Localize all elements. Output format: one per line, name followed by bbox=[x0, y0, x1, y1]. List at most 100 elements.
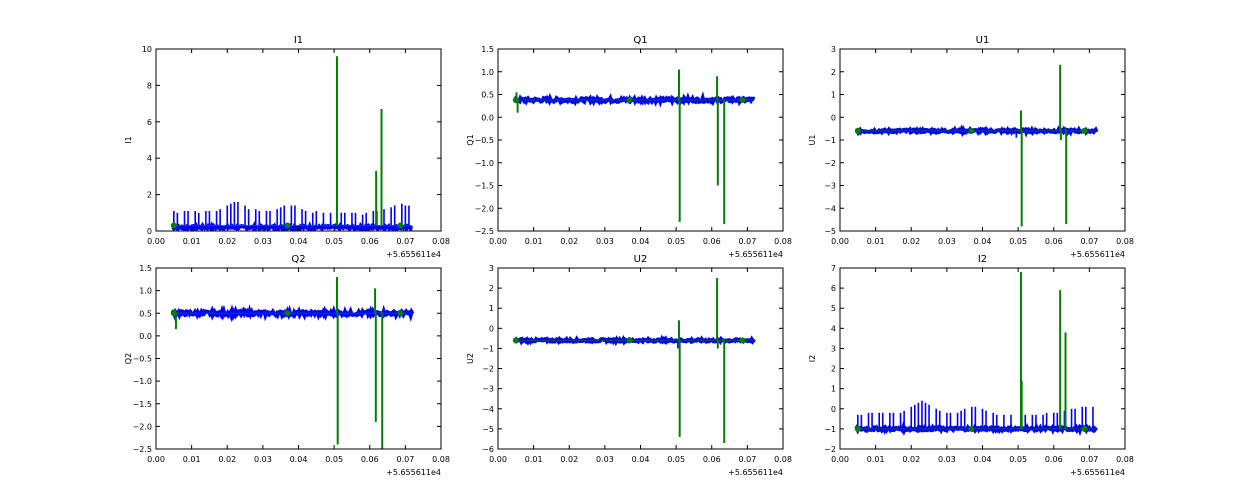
series-line-detail bbox=[171, 308, 414, 318]
x-tick-label: 0.04 bbox=[974, 455, 992, 464]
y-tick-label: −2.5 bbox=[133, 445, 152, 454]
y-tick-label: −4 bbox=[824, 204, 836, 213]
x-offset-label: +5.655611e4 bbox=[728, 250, 783, 259]
x-tick-label: 0.05 bbox=[667, 237, 685, 246]
y-tick-label: −1.0 bbox=[475, 159, 494, 168]
x-tick-label: 0.00 bbox=[831, 237, 849, 246]
series-blue bbox=[170, 304, 415, 323]
x-tick-label: 0.01 bbox=[867, 237, 885, 246]
y-tick-label: 1 bbox=[831, 385, 836, 394]
data-point bbox=[397, 222, 404, 229]
y-tick-label: 0.0 bbox=[481, 113, 494, 122]
plot-area bbox=[170, 277, 415, 449]
x-tick-label: 0.01 bbox=[525, 455, 543, 464]
y-tick-label: −2.0 bbox=[133, 422, 152, 431]
data-point bbox=[284, 222, 291, 229]
x-tick-label: 0.08 bbox=[432, 237, 450, 246]
plot-area bbox=[854, 272, 1098, 437]
y-tick-label: 3 bbox=[831, 45, 836, 54]
x-tick-label: 0.05 bbox=[667, 455, 685, 464]
y-tick-label: −1 bbox=[824, 425, 836, 434]
y-tick-label: −1 bbox=[824, 136, 836, 145]
x-offset-label: +5.655611e4 bbox=[728, 468, 783, 477]
data-point bbox=[1081, 425, 1088, 432]
y-tick-label: −1.0 bbox=[133, 377, 152, 386]
x-tick-label: 0.02 bbox=[902, 237, 920, 246]
x-tick-label: 0.02 bbox=[218, 455, 236, 464]
x-tick-label: 0.07 bbox=[738, 237, 756, 246]
x-tick-label: 0.01 bbox=[183, 237, 201, 246]
series-line-detail bbox=[171, 224, 413, 231]
x-tick-label: 0.01 bbox=[183, 455, 201, 464]
plot-area bbox=[854, 64, 1099, 227]
x-offset-label: +5.655611e4 bbox=[386, 468, 441, 477]
x-tick-label: 0.07 bbox=[396, 455, 414, 464]
axes-frame bbox=[155, 267, 442, 450]
y-tick-label: −0.5 bbox=[475, 136, 494, 145]
y-tick-label: −2 bbox=[482, 365, 494, 374]
x-tick-label: 0.06 bbox=[1045, 237, 1063, 246]
y-tick-label: −5 bbox=[824, 227, 836, 236]
y-tick-label: 1.0 bbox=[139, 287, 152, 296]
subplot-I1: 0.00 0.01 0.02 0.03 0.04 0.05 0.06 0.07 0.08 0 2 4 6… bbox=[124, 35, 450, 259]
x-tick-label: 0.04 bbox=[290, 455, 308, 464]
y-tick-label: −2.5 bbox=[475, 227, 494, 236]
y-tick-label: 8 bbox=[147, 81, 152, 90]
y-tick-label: 0 bbox=[831, 113, 836, 122]
plot-area bbox=[170, 56, 413, 231]
subplot-title: U1 bbox=[976, 35, 990, 46]
data-point bbox=[626, 96, 633, 103]
y-tick-label: −0.5 bbox=[133, 355, 152, 364]
x-offset-label: +5.655611e4 bbox=[1070, 250, 1125, 259]
y-tick-label: 1.5 bbox=[139, 264, 152, 273]
subplot-I2: 0.00 0.01 0.02 0.03 0.04 0.05 0.06 0.07 0.08 −2 −1… bbox=[808, 254, 1134, 477]
axes-frame bbox=[497, 267, 784, 450]
x-tick-label: 0.00 bbox=[147, 455, 165, 464]
x-tick-label: 0.03 bbox=[254, 455, 272, 464]
x-tick-label: 0.03 bbox=[596, 237, 614, 246]
data-point bbox=[1081, 127, 1088, 134]
x-offset-label: +5.655611e4 bbox=[1070, 468, 1125, 477]
x-tick-label: 0.05 bbox=[1009, 237, 1027, 246]
y-tick-label: 0.5 bbox=[139, 309, 152, 318]
data-point bbox=[854, 127, 861, 134]
subplot-U1: 0.00 0.01 0.02 0.03 0.04 0.05 0.06 0.07 0.08 −5 −4… bbox=[808, 35, 1134, 259]
series-blue bbox=[171, 201, 413, 231]
x-tick-label: 0.04 bbox=[290, 237, 308, 246]
y-tick-label: −5 bbox=[482, 425, 494, 434]
x-tick-label: 0.08 bbox=[774, 455, 792, 464]
y-tick-label: 2 bbox=[831, 365, 836, 374]
subplot-title: I2 bbox=[978, 254, 987, 265]
x-tick-label: 0.08 bbox=[1116, 455, 1134, 464]
x-tick-label: 0.00 bbox=[489, 455, 507, 464]
x-tick-label: 0.08 bbox=[432, 455, 450, 464]
x-tick-label: 0.06 bbox=[361, 455, 379, 464]
subplot-U2: 0.00 0.01 0.02 0.03 0.04 0.05 0.06 0.07 0.08 −6 −5… bbox=[466, 254, 792, 477]
y-axis-label: I2 bbox=[808, 355, 817, 362]
y-tick-label: 1.5 bbox=[481, 45, 494, 54]
x-tick-label: 0.05 bbox=[325, 237, 343, 246]
y-tick-label: −1 bbox=[482, 344, 494, 353]
x-tick-label: 0.06 bbox=[703, 455, 721, 464]
y-tick-label: 7 bbox=[831, 264, 836, 273]
y-tick-label: 1 bbox=[489, 304, 494, 313]
data-point bbox=[739, 96, 746, 103]
y-tick-label: −2 bbox=[824, 159, 836, 168]
x-tick-label: 0.01 bbox=[867, 455, 885, 464]
y-axis-label: Q2 bbox=[124, 353, 133, 364]
subplot-title: Q2 bbox=[291, 254, 305, 265]
x-tick-label: 0.03 bbox=[596, 455, 614, 464]
y-tick-label: 0 bbox=[489, 324, 494, 333]
axes-frame bbox=[155, 48, 442, 232]
y-tick-label: 4 bbox=[831, 324, 836, 333]
y-tick-label: 0.0 bbox=[139, 332, 152, 341]
x-tick-label: 0.03 bbox=[938, 455, 956, 464]
axes-frame bbox=[497, 48, 784, 232]
y-tick-label: 2 bbox=[831, 68, 836, 77]
x-tick-label: 0.07 bbox=[1080, 237, 1098, 246]
y-tick-label: 4 bbox=[147, 154, 152, 163]
y-axis-label: U1 bbox=[808, 135, 817, 146]
x-tick-label: 0.04 bbox=[632, 237, 650, 246]
x-tick-label: 0.02 bbox=[560, 237, 578, 246]
